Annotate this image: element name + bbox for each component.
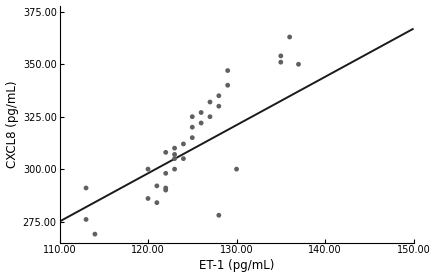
Point [82,217,89,222]
Point [215,213,222,217]
Point [207,100,214,104]
Point [277,54,284,58]
Point [224,68,231,73]
Point [198,121,204,125]
Point [180,157,187,161]
Point [144,196,151,201]
Point [171,157,178,161]
Point [180,142,187,146]
Point [162,188,169,192]
Point [233,167,240,171]
X-axis label: ET-1 (pg/mL): ET-1 (pg/mL) [199,259,274,272]
Point [171,152,178,157]
Point [162,150,169,155]
Point [286,35,293,39]
Point [82,186,89,190]
Point [277,60,284,64]
Point [207,115,214,119]
Point [162,171,169,175]
Point [224,83,231,88]
Point [198,110,204,115]
Point [144,167,151,171]
Point [171,167,178,171]
Point [189,115,196,119]
Point [153,200,160,205]
Point [171,146,178,150]
Point [92,232,99,236]
Y-axis label: CXCL8 (pg/mL): CXCL8 (pg/mL) [6,80,19,168]
Point [162,186,169,190]
Point [153,184,160,188]
Point [215,93,222,98]
Point [215,104,222,108]
Point [189,125,196,129]
Point [295,62,302,66]
Point [189,135,196,140]
